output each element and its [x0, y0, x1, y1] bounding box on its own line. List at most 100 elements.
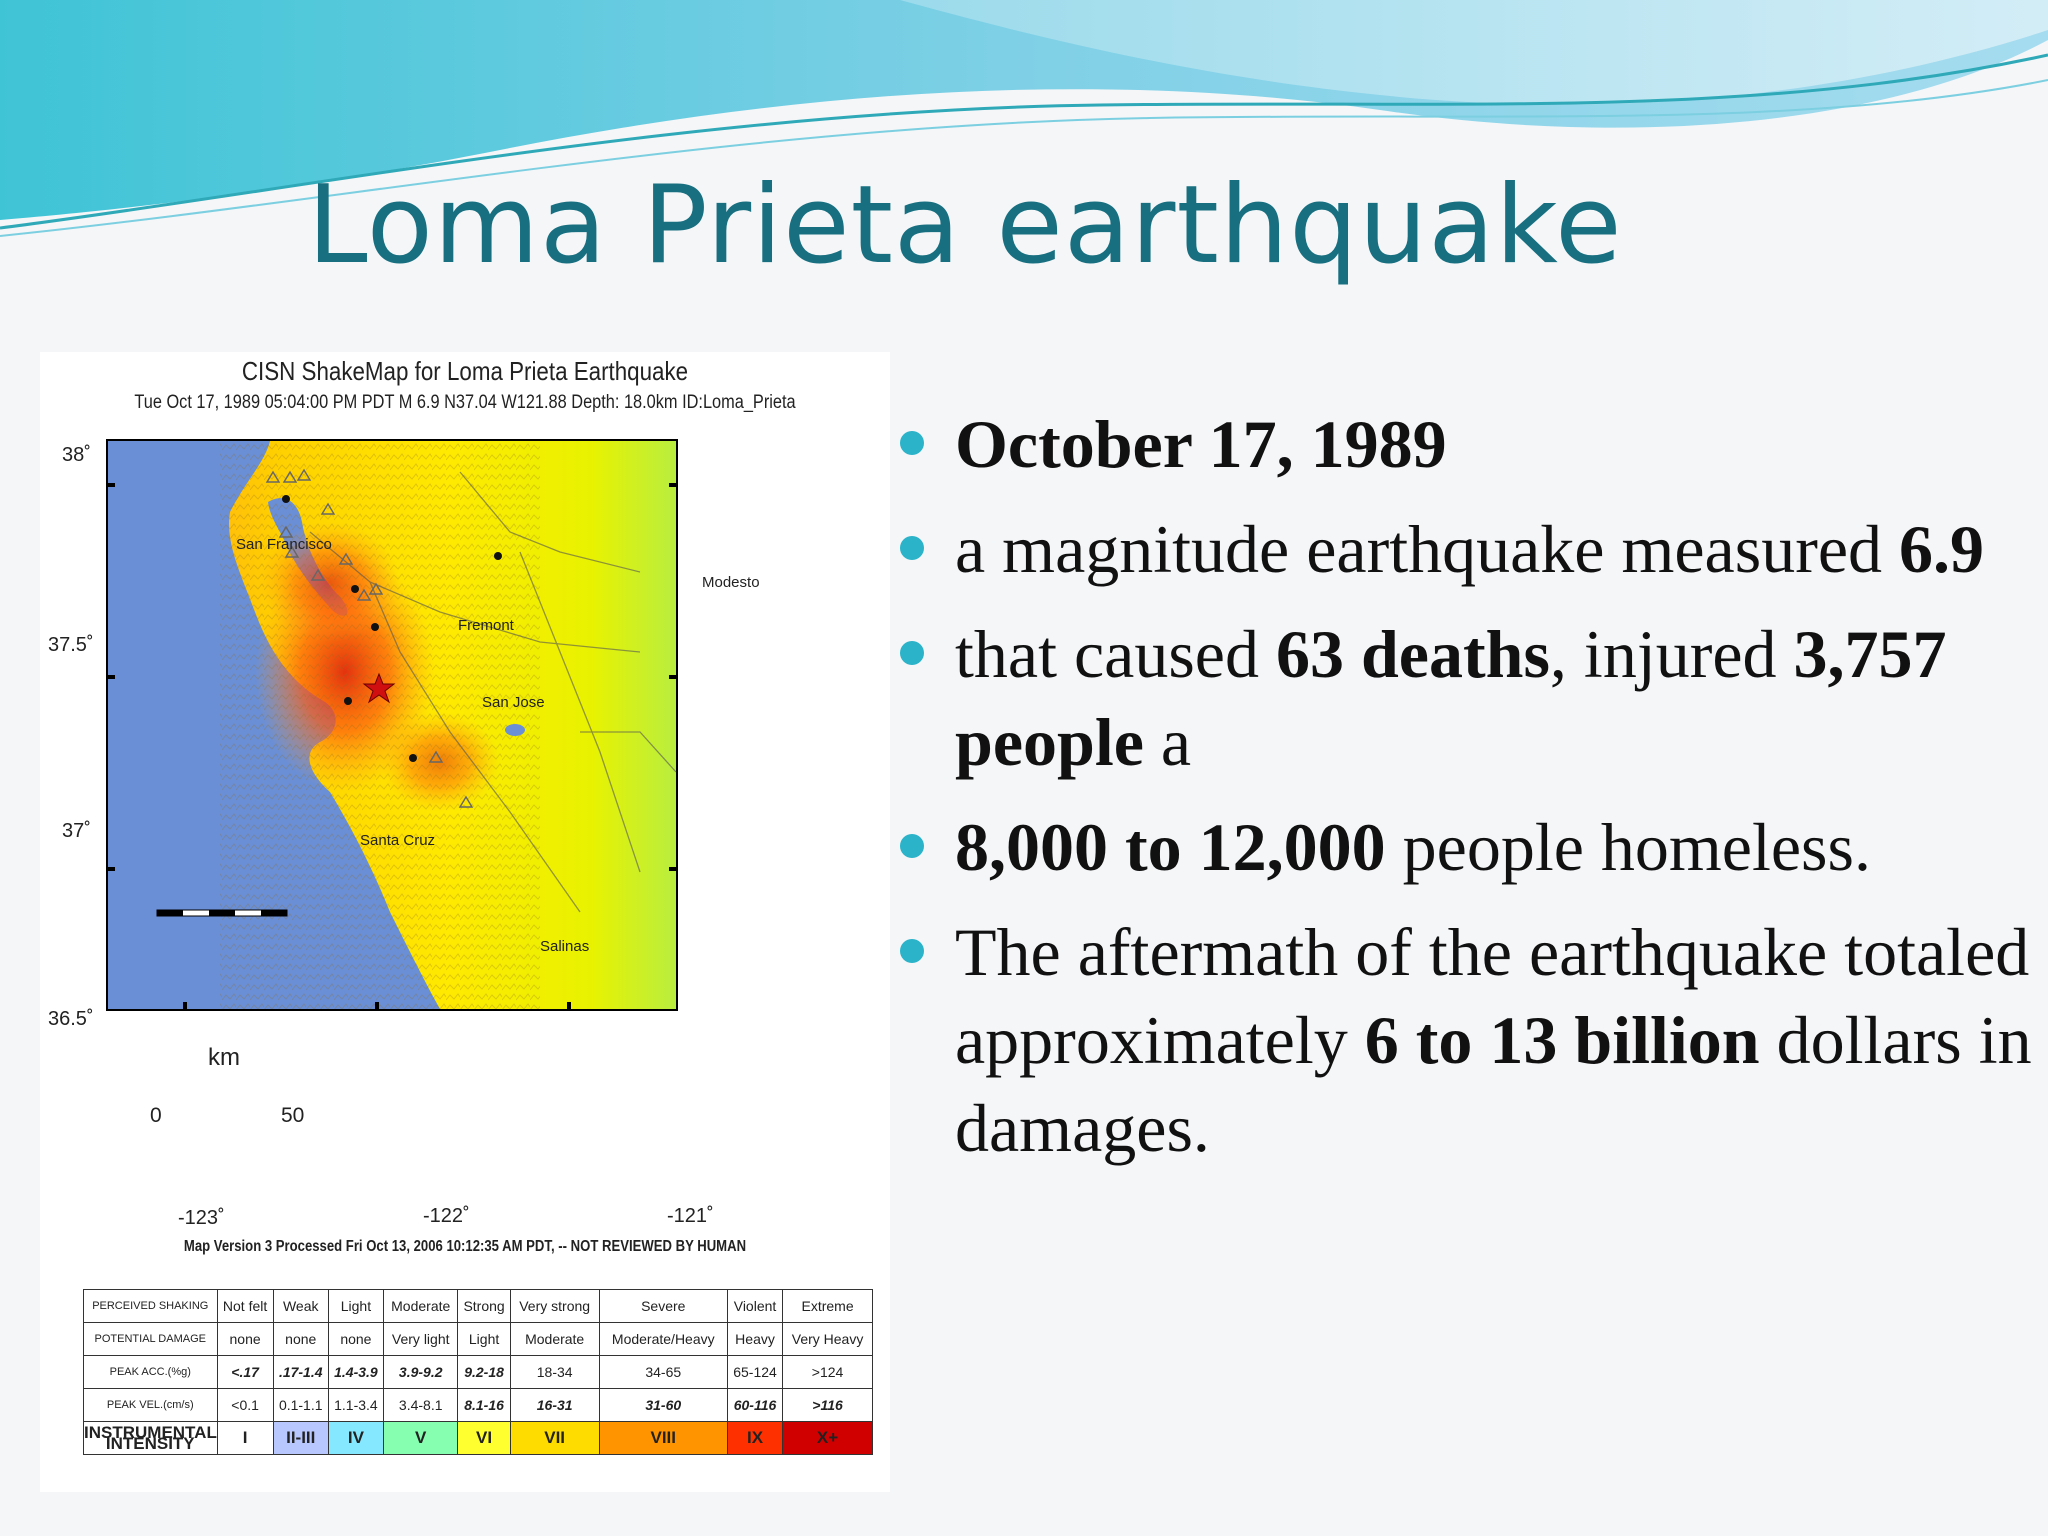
intensity-cell: Moderate [382, 1289, 459, 1323]
lat-label: 38˚ [62, 444, 91, 466]
shakemap-title: CISN ShakeMap for Loma Prieta Earthquake [241, 356, 689, 386]
shakemap-footer: Map Version 3 Processed Fri Oct 13, 2006… [183, 1238, 747, 1255]
slide-title: Loma Prieta earthquake [307, 163, 1623, 288]
intensity-cell: IX [726, 1421, 784, 1455]
lon-label: -121˚ [667, 1205, 714, 1227]
scale-start-label: 0 [150, 1104, 162, 1127]
shakemap-figure: CISN ShakeMap for Loma Prieta Earthquake… [40, 352, 890, 1492]
bullet-text: a magnitude earthquake measured [955, 511, 1900, 587]
intensity-cell: Severe [598, 1289, 728, 1323]
bullet-text: people homeless. [1385, 809, 1871, 885]
intensity-cell: Extreme [782, 1289, 873, 1323]
bullet-text: a [1143, 704, 1192, 780]
intensity-cell: II-III [272, 1421, 329, 1455]
bullet-item: The aftermath of the earthquake totaled … [895, 908, 2045, 1172]
intensity-cell: Very Heavy [782, 1322, 873, 1356]
scale-unit-label: km [208, 1044, 240, 1071]
intensity-table-row: INSTRUMENTAL INTENSITY I II-III IV V VI VII VII… [83, 1421, 873, 1455]
bullet-emphasis: 63 deaths [1275, 616, 1550, 692]
city-label: Modesto [702, 574, 760, 591]
shakemap-map [106, 439, 678, 1011]
bullet-text: The aftermath of the earthquake totaled … [955, 914, 2030, 1078]
intensity-cell: none [327, 1322, 385, 1356]
intensity-cell: I [216, 1421, 274, 1455]
intensity-row-header: PERCEIVED SHAKING [83, 1289, 218, 1323]
bullet-text: , injured [1549, 616, 1794, 692]
bullet-text: that caused [955, 616, 1276, 692]
city-label: Santa Cruz [360, 832, 436, 849]
intensity-table-row: POTENTIAL DAMAGE none none none Very light Li… [83, 1322, 873, 1356]
intensity-row-header: PEAK VEL.(cm/s) [83, 1388, 218, 1422]
intensity-cell: Not felt [216, 1289, 274, 1323]
city-label: Fremont [458, 617, 514, 634]
intensity-cell: 34-65 [598, 1355, 728, 1389]
lat-label: 37˚ [62, 820, 91, 842]
intensity-cell: Strong [457, 1289, 511, 1323]
intensity-cell: Very strong [509, 1289, 600, 1323]
bullet-emphasis: 8,000 to 12,000 [955, 809, 1386, 885]
intensity-table-row: PEAK ACC.(%g) <.17.17-1.4 1.4-3.9 3.9-9.2 9.… [83, 1355, 873, 1389]
intensity-table-row: PERCEIVED SHAKING Not felt Weak Light Modera… [83, 1289, 873, 1323]
intensity-row-header: POTENTIAL DAMAGE [83, 1322, 218, 1356]
intensity-cell: 3.4-8.1 [382, 1388, 459, 1422]
bullet-item: a magnitude earthquake measured 6.9 [895, 505, 2045, 593]
bullet-item: 8,000 to 12,000 people homeless. [895, 803, 2045, 891]
lon-label: -122˚ [423, 1205, 470, 1227]
intensity-cell: 60-116 [726, 1388, 784, 1422]
intensity-row-header: PEAK ACC.(%g) [83, 1355, 218, 1389]
bullet-item: October 17, 1989 [895, 400, 2045, 488]
intensity-cell: <0.1 [216, 1388, 274, 1422]
intensity-cell: X+ [782, 1421, 873, 1455]
header-wave-decoration [0, 0, 2048, 237]
epicenter-star-icon [362, 672, 396, 704]
intensity-cell: none [216, 1322, 274, 1356]
shakemap-subtitle: Tue Oct 17, 1989 05:04:00 PM PDT M 6.9 N… [134, 392, 796, 413]
lat-label: 36.5˚ [48, 1008, 94, 1030]
intensity-cell: 16-31 [509, 1388, 600, 1422]
intensity-cell: IV [327, 1421, 385, 1455]
intensity-cell: <.17 [216, 1355, 274, 1389]
intensity-cell: 1.4-3.9 [327, 1355, 385, 1389]
intensity-cell: 31-60 [598, 1388, 728, 1422]
lon-label: -123˚ [178, 1207, 225, 1229]
intensity-cell: 3.9-9.2 [382, 1355, 459, 1389]
intensity-table-row: PEAK VEL.(cm/s) <0.1 0.1-1.1 1.1-3.4 3.4-8.1… [83, 1388, 873, 1422]
intensity-cell: 65-124 [726, 1355, 784, 1389]
intensity-cell: Weak [272, 1289, 329, 1323]
city-label: San Jose [482, 694, 545, 711]
intensity-cell: 8.1-16 [457, 1388, 511, 1422]
bullet-emphasis: 6 to 13 billion [1364, 1002, 1760, 1078]
bullet-list: October 17, 1989 a magnitude earthquake m… [895, 400, 2045, 1189]
intensity-cell: VIII [598, 1421, 728, 1455]
intensity-cell: Violent [726, 1289, 784, 1323]
bullet-emphasis: October 17, 1989 [955, 406, 1447, 482]
intensity-cell: >116 [782, 1388, 873, 1422]
lat-label: 37.5˚ [48, 634, 94, 656]
intensity-cell: none [272, 1322, 329, 1356]
scale-bar [156, 909, 288, 917]
intensity-cell: Light [457, 1322, 511, 1356]
intensity-cell: V [382, 1421, 459, 1455]
bullet-emphasis: 6.9 [1899, 511, 1985, 587]
intensity-cell: Light [327, 1289, 385, 1323]
intensity-cell: VI [457, 1421, 511, 1455]
intensity-row-header: INSTRUMENTAL INTENSITY [83, 1421, 218, 1455]
intensity-cell: 1.1-3.4 [327, 1388, 385, 1422]
bullet-item: that caused 63 deaths, injured 3,757 peo… [895, 610, 2045, 786]
intensity-cell: Heavy [726, 1322, 784, 1356]
city-label: Salinas [540, 938, 590, 955]
city-label: San Francisco [236, 536, 332, 553]
intensity-cell: Very light [382, 1322, 459, 1356]
intensity-cell: 0.1-1.1 [272, 1388, 329, 1422]
scale-end-label: 50 [281, 1104, 305, 1127]
bullet-text: dollars in damages. [955, 1002, 2032, 1166]
intensity-scale-table: PERCEIVED SHAKING Not felt Weak Light Modera… [83, 1289, 873, 1455]
intensity-cell: Moderate [509, 1322, 600, 1356]
intensity-cell: VII [509, 1421, 600, 1455]
bullet-emphasis: 3,757 people [955, 616, 1947, 780]
intensity-cell: >124 [782, 1355, 873, 1389]
intensity-cell: .17-1.4 [272, 1355, 329, 1389]
intensity-cell: 9.2-18 [457, 1355, 511, 1389]
intensity-cell: 18-34 [509, 1355, 600, 1389]
intensity-cell: Moderate/Heavy [598, 1322, 728, 1356]
